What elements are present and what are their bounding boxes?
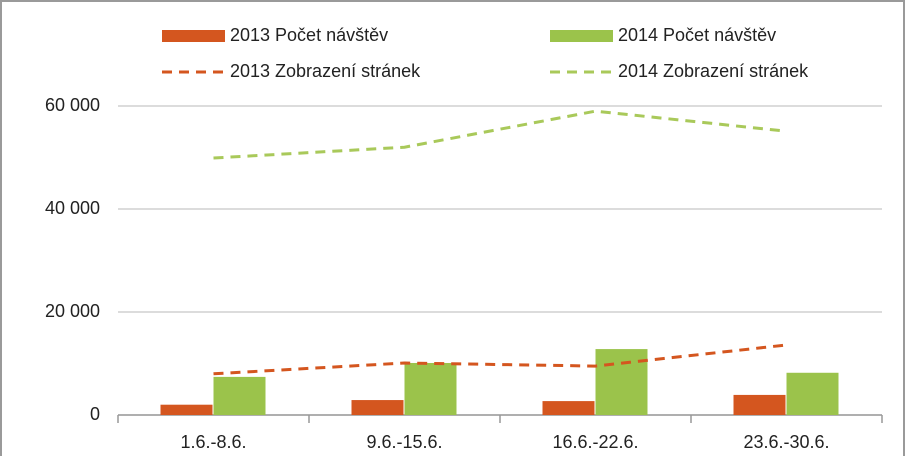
bar	[733, 394, 786, 415]
bar	[786, 372, 839, 415]
legend-swatch	[162, 30, 225, 42]
legend-label: 2013 Počet návštěv	[230, 25, 388, 45]
bar	[595, 349, 648, 415]
line	[213, 343, 787, 376]
bar	[213, 376, 266, 415]
y-tick-label: 40 000	[45, 198, 100, 218]
bar	[160, 404, 213, 415]
x-tick-label: 9.6.-15.6.	[366, 432, 442, 452]
bar	[404, 362, 457, 415]
y-tick-label: 0	[90, 404, 100, 424]
x-tick-label: 1.6.-8.6.	[180, 432, 246, 452]
y-tick-label: 60 000	[45, 95, 100, 115]
y-tick-label: 20 000	[45, 301, 100, 321]
legend-label: 2013 Zobrazení stránek	[230, 61, 421, 81]
x-tick-label: 16.6.-22.6.	[552, 432, 638, 452]
legend-label: 2014 Počet návštěv	[618, 25, 776, 45]
x-tick-label: 23.6.-30.6.	[743, 432, 829, 452]
bar	[542, 401, 595, 415]
bar	[351, 400, 404, 415]
line	[213, 109, 787, 160]
legend-label: 2014 Zobrazení stránek	[618, 61, 809, 81]
legend-swatch	[550, 30, 613, 42]
